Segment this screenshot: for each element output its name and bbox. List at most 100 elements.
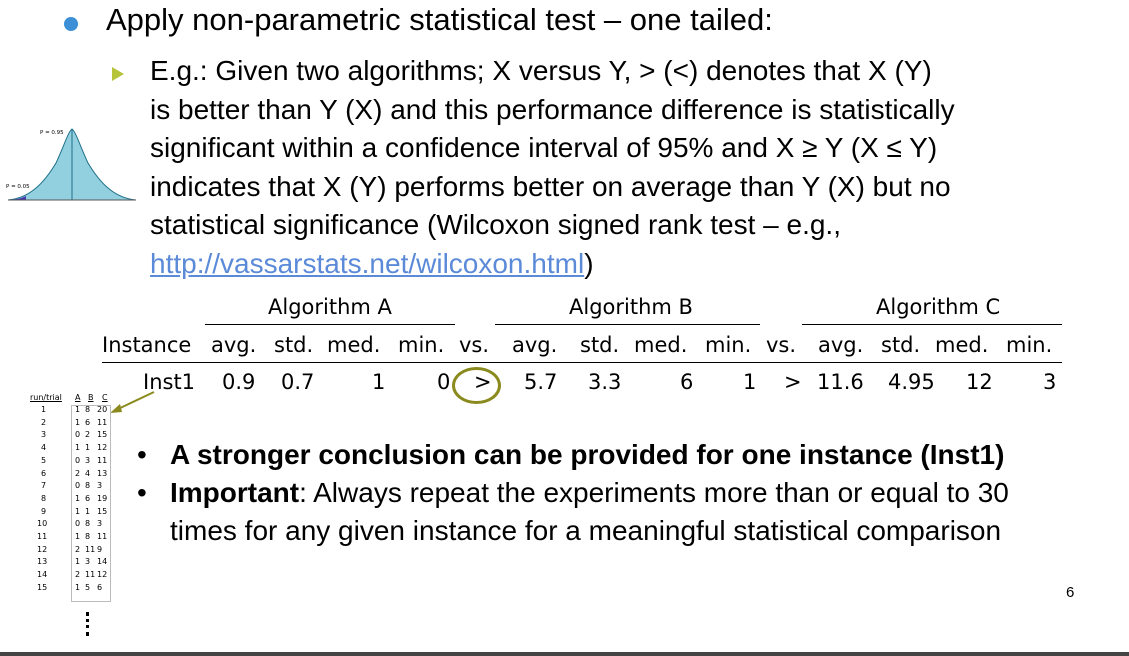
mini-cell: 10 bbox=[37, 519, 48, 529]
mini-cell: 15 bbox=[97, 430, 108, 440]
mini-cell: 1 bbox=[75, 405, 81, 414]
cell-b-avg: 5.7 bbox=[524, 370, 558, 394]
header-rule bbox=[102, 362, 1062, 363]
col-header-vs-2: vs. bbox=[766, 333, 797, 357]
mini-cell: 0 bbox=[75, 519, 81, 529]
wilcoxon-link[interactable]: http://vassarstats.net/wilcoxon.html bbox=[150, 247, 585, 279]
mini-cell: 8 bbox=[85, 481, 91, 491]
group-rule-c bbox=[802, 324, 1062, 325]
mini-cell: 8 bbox=[41, 493, 47, 503]
col-header-b-min: min. bbox=[705, 333, 752, 357]
col-header-a-med: med. bbox=[327, 333, 381, 357]
mini-cell: 13 bbox=[97, 468, 108, 478]
sub-line-1: E.g.: Given two algorithms; X versus Y, … bbox=[150, 55, 932, 86]
pointer-arrow-icon bbox=[110, 391, 155, 413]
mini-cell: 2 bbox=[41, 417, 47, 427]
mini-header-c: C bbox=[102, 393, 108, 402]
mini-cell: 12 bbox=[97, 443, 108, 453]
mini-cell: 1 bbox=[85, 443, 91, 453]
mini-cell: 3 bbox=[97, 519, 103, 529]
mini-cell: 13 bbox=[37, 557, 48, 567]
continuation-dots-icon bbox=[86, 612, 92, 636]
cell-a-avg: 0.9 bbox=[222, 370, 256, 394]
cell-c-med: 12 bbox=[966, 370, 993, 394]
cell-a-min: 0 bbox=[437, 370, 451, 394]
mini-cell: 8 bbox=[85, 532, 91, 541]
main-heading: Apply non-parametric statistical test – … bbox=[106, 2, 773, 37]
mini-cell: 12 bbox=[37, 544, 48, 554]
cell-b-std: 3.3 bbox=[588, 370, 622, 394]
highlight-circle bbox=[452, 367, 501, 404]
mini-cell: 3 bbox=[85, 455, 91, 465]
page-number: 6 bbox=[1066, 584, 1075, 601]
mini-cell: 15 bbox=[37, 582, 48, 592]
bell-curve-icon: P = 0.95 P = 0.05 bbox=[6, 128, 137, 201]
sub-line-6: http://vassarstats.net/wilcoxon.html) bbox=[150, 245, 1125, 284]
group-header-c: Algorithm C bbox=[876, 295, 1001, 319]
mini-cell: 1 bbox=[75, 443, 81, 453]
important-label: Important bbox=[170, 477, 300, 508]
mini-header-a: A bbox=[75, 393, 81, 402]
mini-cell: 19 bbox=[97, 493, 108, 503]
group-rule-a bbox=[205, 324, 455, 325]
mini-cell: 0 bbox=[75, 430, 81, 440]
col-header-instance: Instance bbox=[102, 333, 192, 357]
mini-header-b: B bbox=[88, 393, 94, 402]
bullet-dot-icon bbox=[64, 17, 78, 31]
mini-cell: 7 bbox=[41, 481, 47, 491]
mini-cell: 11 bbox=[97, 532, 108, 541]
link-suffix: ) bbox=[584, 247, 594, 279]
mini-cell: 1 bbox=[75, 532, 81, 541]
cell-c-min: 3 bbox=[1043, 370, 1057, 394]
mini-cell: 11 bbox=[85, 570, 96, 580]
mini-cell: 0 bbox=[75, 455, 81, 465]
mini-header-runtrial: run/trial bbox=[30, 393, 62, 402]
cell-c-avg: 11.6 bbox=[817, 370, 864, 394]
col-header-a-avg: avg. bbox=[211, 333, 257, 357]
conclusion-2-text: : Always repeat the experiments more tha… bbox=[299, 477, 1009, 508]
bullet-dot-icon: • bbox=[137, 477, 147, 508]
col-header-b-avg: avg. bbox=[512, 333, 558, 357]
mini-grid bbox=[71, 405, 111, 602]
mini-cell: 6 bbox=[97, 582, 103, 592]
mini-cell: 9 bbox=[97, 544, 103, 554]
mini-cell: 2 bbox=[75, 570, 81, 580]
mini-cell: 5 bbox=[41, 455, 47, 465]
cell-vs-2: > bbox=[784, 370, 802, 394]
cell-b-med: 6 bbox=[680, 370, 694, 394]
mini-cell: 2 bbox=[75, 468, 81, 478]
mini-cell: 1 bbox=[75, 506, 81, 516]
mini-cell: 0 bbox=[75, 481, 81, 491]
mini-cell: 20 bbox=[97, 405, 108, 414]
curve-label-top: P = 0.95 bbox=[40, 130, 64, 136]
mini-cell: 1 bbox=[41, 405, 47, 414]
sub-line-3: significant within a confidence interval… bbox=[150, 132, 938, 163]
mini-cell: 12 bbox=[97, 570, 108, 580]
mini-cell: 11 bbox=[97, 417, 108, 427]
group-rule-b bbox=[495, 324, 760, 325]
sub-line-5: statistical significance (Wilcoxon signe… bbox=[150, 209, 841, 240]
mini-cell: 1 bbox=[85, 506, 91, 516]
col-header-c-med: med. bbox=[935, 333, 989, 357]
mini-cell: 1 bbox=[75, 582, 81, 592]
mini-cell: 2 bbox=[75, 544, 81, 554]
mini-cell: 8 bbox=[85, 519, 91, 529]
mini-cell: 11 bbox=[85, 544, 96, 554]
mini-cell: 11 bbox=[37, 532, 48, 541]
cell-b-min: 1 bbox=[743, 370, 757, 394]
mini-cell: 15 bbox=[97, 506, 108, 516]
mini-cell: 3 bbox=[41, 430, 47, 440]
cell-c-std: 4.95 bbox=[888, 370, 935, 394]
col-header-a-min: min. bbox=[398, 333, 445, 357]
mini-cell: 6 bbox=[41, 468, 47, 478]
mini-cell: 6 bbox=[85, 493, 91, 503]
cell-a-std: 0.7 bbox=[281, 370, 315, 394]
group-header-b: Algorithm B bbox=[569, 295, 693, 319]
group-header-a: Algorithm A bbox=[268, 295, 392, 319]
mini-cell: 2 bbox=[85, 430, 91, 440]
col-header-b-med: med. bbox=[634, 333, 688, 357]
bullet-dot-icon: • bbox=[137, 439, 147, 470]
sub-bullet-text: E.g.: Given two algorithms; X versus Y, … bbox=[150, 52, 1125, 283]
col-header-c-min: min. bbox=[1006, 333, 1053, 357]
sub-bullet-arrow-icon bbox=[112, 67, 124, 81]
